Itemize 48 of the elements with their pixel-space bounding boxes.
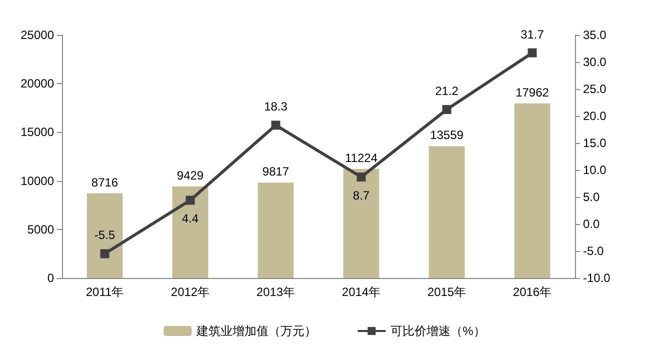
point	[528, 48, 537, 58]
x-tick-label: 2014年	[342, 285, 381, 299]
data-label: 13559	[430, 128, 464, 142]
y-tick-label: 5000	[27, 222, 54, 236]
y-tick-label: 20000	[20, 76, 54, 91]
data-label: 31.7	[520, 27, 544, 42]
bar	[343, 168, 380, 278]
y-tick-label: 10000	[20, 174, 54, 188]
data-label: 8716	[91, 175, 118, 190]
data-label: 9429	[176, 168, 204, 182]
data-label: 9817	[262, 164, 290, 179]
legend-label: 可比价增速（%）	[390, 324, 486, 338]
y2-tick-label: 35.0	[583, 28, 607, 42]
y2-tick-label: 5.0	[583, 190, 600, 204]
bar	[258, 182, 294, 278]
legend-label: 建筑业增加值（万元）	[196, 324, 317, 338]
y-tick-label: 25000	[20, 28, 54, 42]
point	[356, 172, 366, 182]
data-label: 18.3	[264, 100, 288, 114]
point	[100, 249, 110, 258]
y2-tick-label: 25.0	[583, 82, 607, 96]
data-label: 17962	[516, 85, 550, 100]
data-label: 21.2	[435, 84, 459, 98]
y2-tick-label: 20.0	[583, 109, 607, 123]
data-label: 11224	[345, 150, 378, 165]
x-tick-label: 2011年	[86, 285, 124, 299]
x-tick-label: 2016年	[512, 285, 552, 299]
x-tick-label: 2013年	[256, 285, 296, 299]
y2-tick-label: 10.0	[583, 163, 607, 177]
data-label: 8.7	[352, 188, 370, 203]
y2-tick-label: -10.0	[583, 271, 611, 285]
bar	[514, 103, 550, 278]
bar	[172, 186, 208, 278]
point	[186, 196, 195, 205]
data-label: 4.4	[182, 212, 199, 226]
y-tick-label: 0	[47, 271, 54, 285]
bar	[428, 146, 465, 278]
bar	[86, 193, 123, 278]
y2-tick-label: 0.0	[583, 217, 600, 231]
y2-tick-label: 15.0	[583, 136, 607, 150]
y2-tick-label: -5.0	[583, 244, 604, 258]
point	[442, 105, 452, 114]
x-tick-label: 2012年	[170, 285, 210, 299]
data-label: -5.5	[94, 228, 116, 242]
point	[271, 120, 280, 130]
y2-tick-label: 30.0	[583, 55, 607, 69]
x-tick-label: 2015年	[427, 285, 466, 299]
y-tick-label: 15000	[20, 125, 54, 140]
